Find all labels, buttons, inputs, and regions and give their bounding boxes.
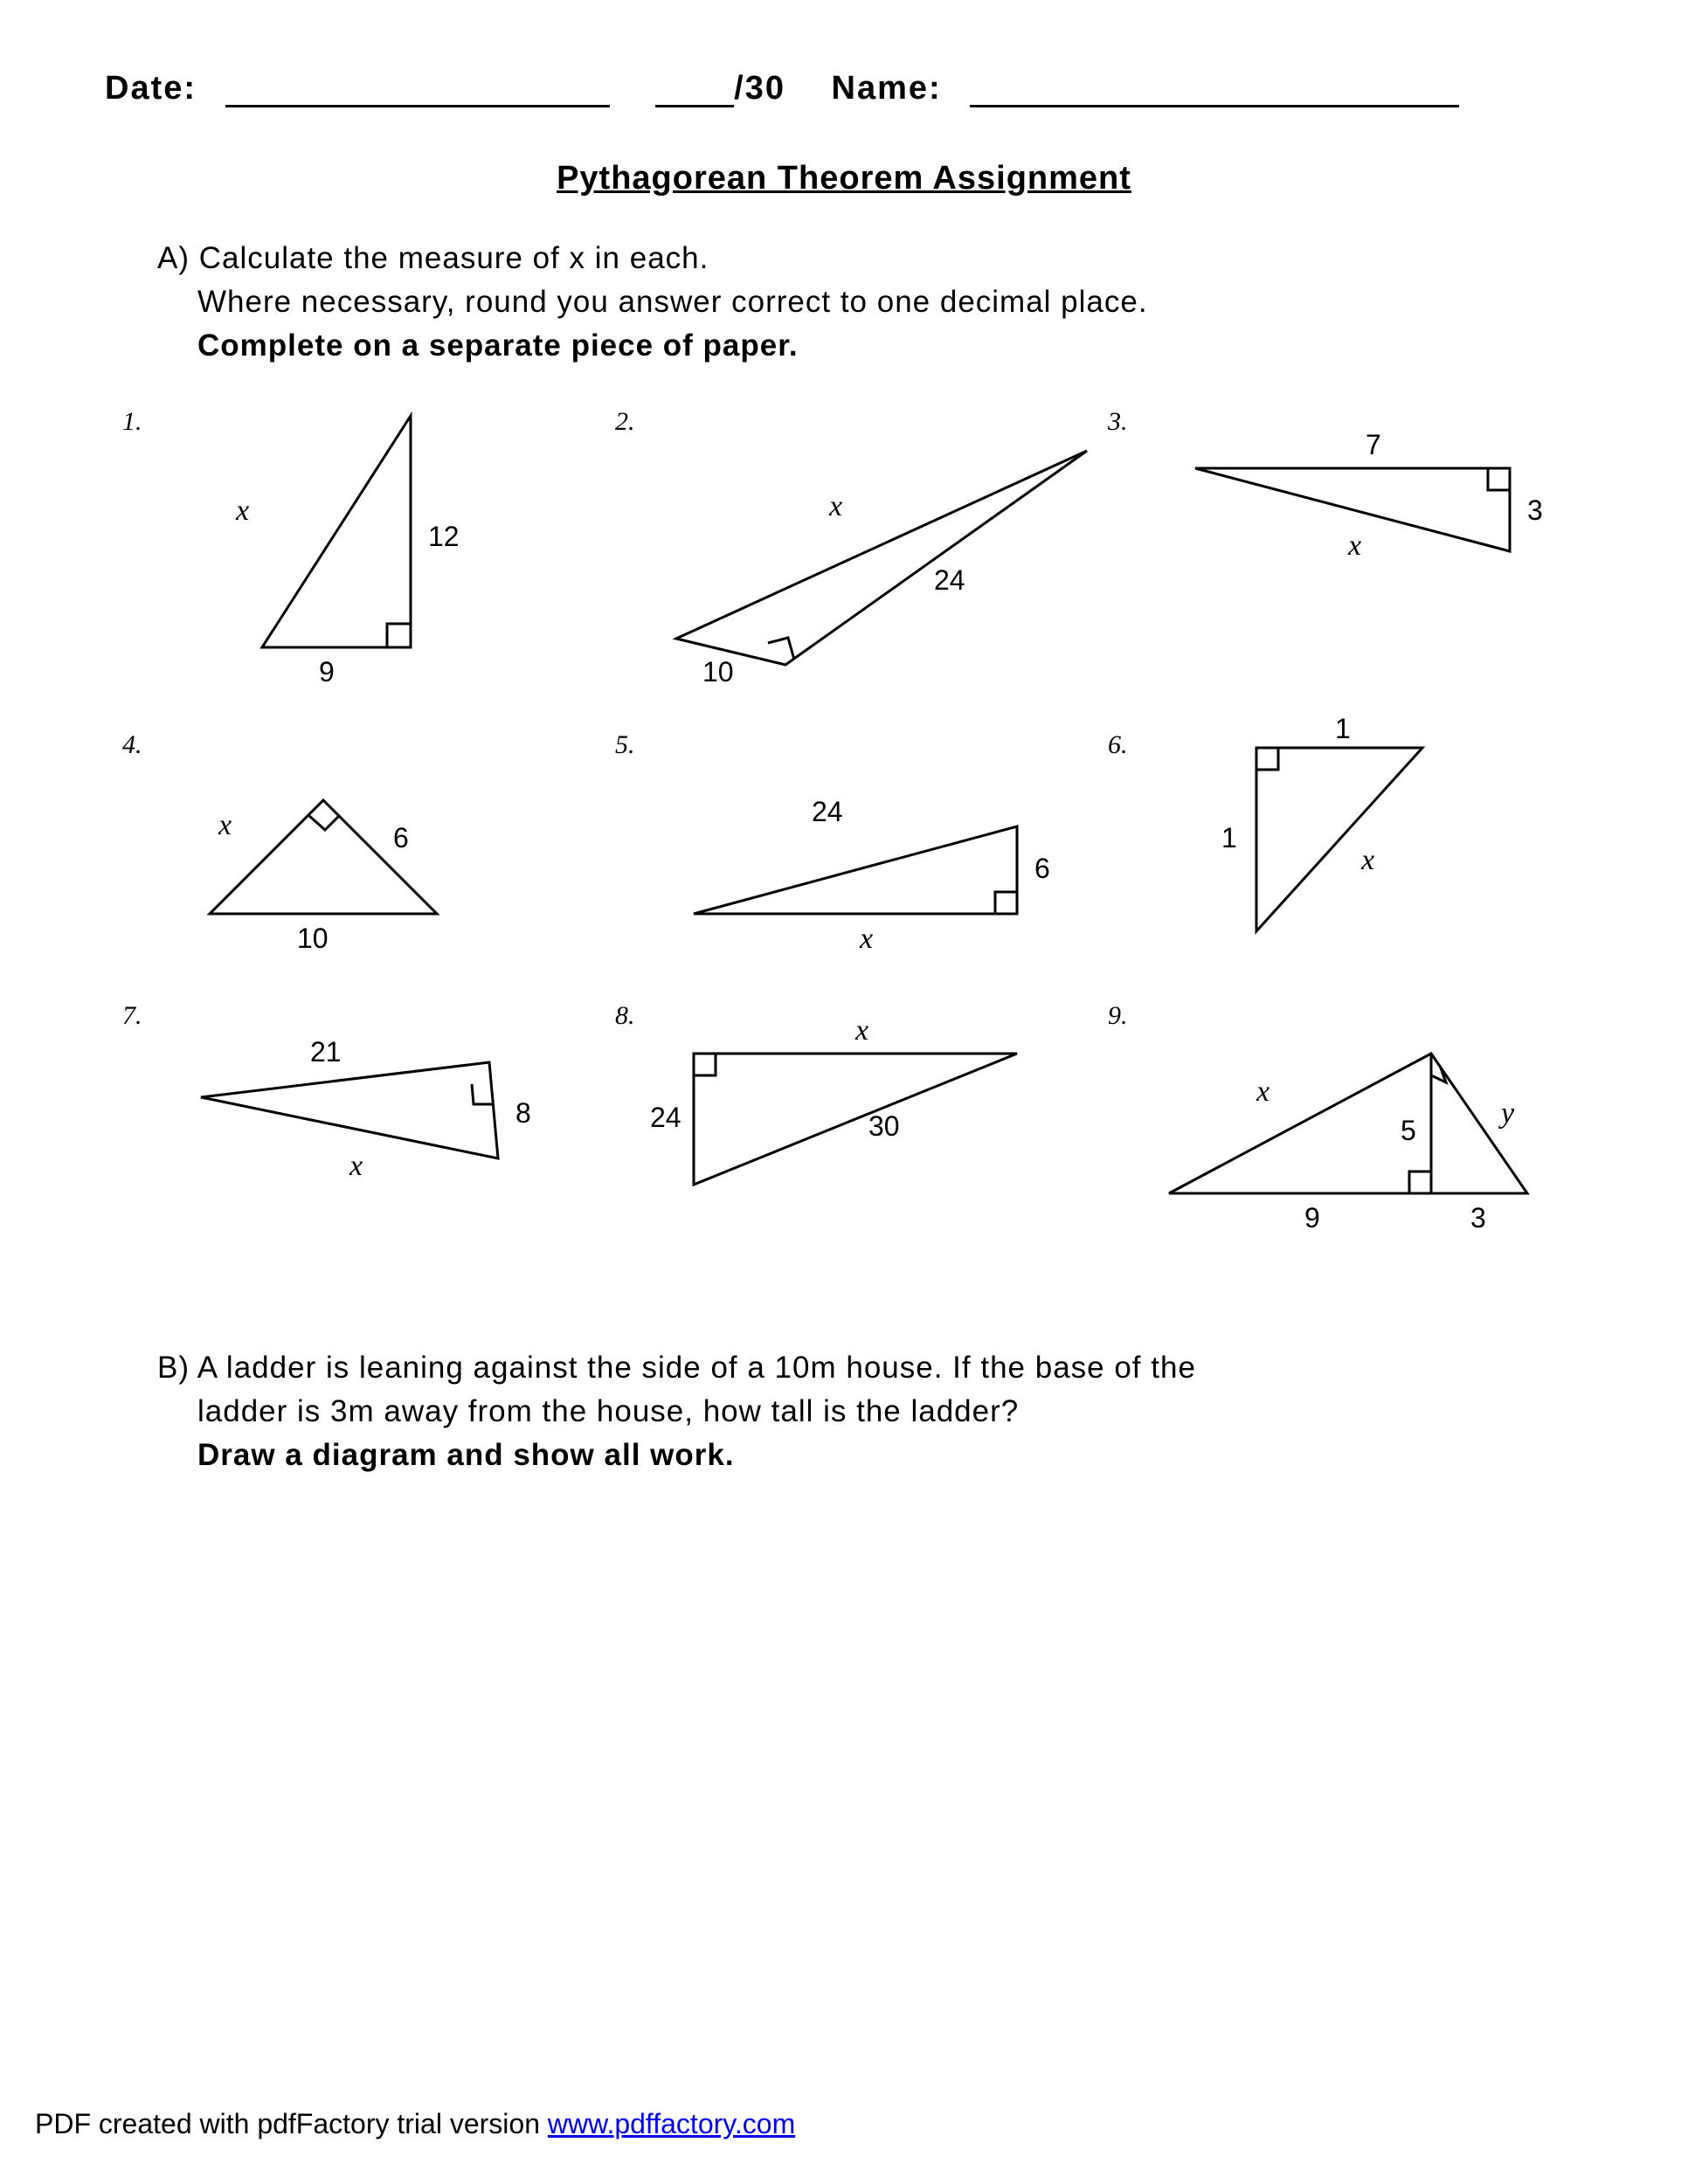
label-24: 24 <box>650 1102 681 1134</box>
section-a-line2: Where necessary, round you answer correc… <box>197 285 1583 320</box>
name-label: Name: <box>832 70 942 107</box>
section-b-line1: A ladder is leaning against the side of … <box>197 1351 1196 1385</box>
label-1b: 1 <box>1221 822 1237 854</box>
label-x: x <box>855 1014 868 1047</box>
triangle-svg <box>175 765 489 940</box>
label-x: x <box>829 490 842 523</box>
label-9: 9 <box>319 656 335 688</box>
label-10: 10 <box>297 923 329 955</box>
label-y: y <box>1501 1097 1514 1130</box>
date-blank[interactable] <box>225 81 610 107</box>
label-x: x <box>1348 529 1361 563</box>
problem-5: 5. 24 6 x <box>615 730 1090 975</box>
page-container: Date: /30 Name: Pythagorean Theorem Assi… <box>0 0 1688 1473</box>
label-10: 10 <box>702 656 734 688</box>
problem-3: 3. 7 3 x <box>1108 407 1583 704</box>
section-b-line3: Draw a diagram and show all work. <box>197 1438 1583 1473</box>
score-blank[interactable] <box>655 81 734 107</box>
pdf-footer: PDF created with pdfFactory trial versio… <box>35 2108 795 2140</box>
problem-number: 9. <box>1108 1001 1128 1031</box>
section-a: A) Calculate the measure of x in each. W… <box>157 241 1583 363</box>
total-label: /30 <box>734 70 785 107</box>
label-30: 30 <box>868 1110 900 1143</box>
triangle-svg <box>668 1036 1052 1211</box>
label-1a: 1 <box>1335 713 1351 745</box>
problem-number: 1. <box>122 407 142 437</box>
label-9: 9 <box>1304 1202 1320 1234</box>
triangle-svg <box>175 1036 542 1228</box>
label-5: 5 <box>1401 1115 1416 1147</box>
label-7: 7 <box>1366 429 1381 461</box>
section-a-prefix: A) <box>157 241 190 275</box>
label-x: x <box>218 809 232 842</box>
problem-9: 9. x y 5 9 3 <box>1108 1001 1583 1246</box>
problem-6: 6. 1 1 x <box>1108 730 1583 975</box>
section-b-prefix: B) <box>157 1351 190 1385</box>
section-a-line3: Complete on a separate piece of paper. <box>197 328 1583 363</box>
label-24: 24 <box>934 564 965 597</box>
triangle-svg <box>183 407 463 687</box>
label-3: 3 <box>1470 1202 1486 1234</box>
footer-text: PDF created with pdfFactory trial versio… <box>35 2108 548 2139</box>
label-x: x <box>860 923 873 956</box>
label-6: 6 <box>393 822 409 854</box>
label-12: 12 <box>428 521 460 553</box>
problem-2: 2. x 24 10 <box>615 407 1090 704</box>
problem-4: 4. x 6 10 <box>122 730 598 975</box>
problem-grid: 1. x 12 9 2. x 24 10 3. <box>122 407 1583 1246</box>
label-21: 21 <box>310 1036 342 1068</box>
problem-number: 8. <box>615 1001 635 1031</box>
problem-number: 5. <box>615 730 635 760</box>
problem-8: 8. x 24 30 <box>615 1001 1090 1246</box>
section-a-line1: Calculate the measure of x in each. <box>199 241 709 275</box>
problem-number: 6. <box>1108 730 1128 760</box>
problem-number: 3. <box>1108 407 1128 437</box>
section-b: B) A ladder is leaning against the side … <box>157 1351 1583 1473</box>
triangle-svg <box>1143 1027 1562 1220</box>
header-line: Date: /30 Name: <box>105 70 1583 107</box>
problem-number: 7. <box>122 1001 142 1031</box>
problem-7: 7. 21 8 x <box>122 1001 598 1246</box>
page-title: Pythagorean Theorem Assignment <box>105 160 1583 197</box>
problem-number: 4. <box>122 730 142 760</box>
date-label: Date: <box>105 70 197 107</box>
label-x: x <box>349 1150 363 1183</box>
label-3: 3 <box>1527 494 1543 527</box>
problem-number: 2. <box>615 407 635 437</box>
label-8: 8 <box>515 1097 531 1130</box>
triangle-svg <box>1230 730 1475 957</box>
label-x: x <box>1361 844 1374 877</box>
label-x: x <box>236 494 249 528</box>
label-x: x <box>1256 1075 1269 1109</box>
triangle-svg <box>668 765 1052 940</box>
problem-1: 1. x 12 9 <box>122 407 598 704</box>
name-blank[interactable] <box>970 81 1459 107</box>
footer-link[interactable]: www.pdffactory.com <box>548 2108 795 2139</box>
label-6: 6 <box>1034 853 1050 885</box>
section-b-line2: ladder is 3m away from the house, how ta… <box>197 1394 1583 1429</box>
label-24: 24 <box>812 796 843 828</box>
